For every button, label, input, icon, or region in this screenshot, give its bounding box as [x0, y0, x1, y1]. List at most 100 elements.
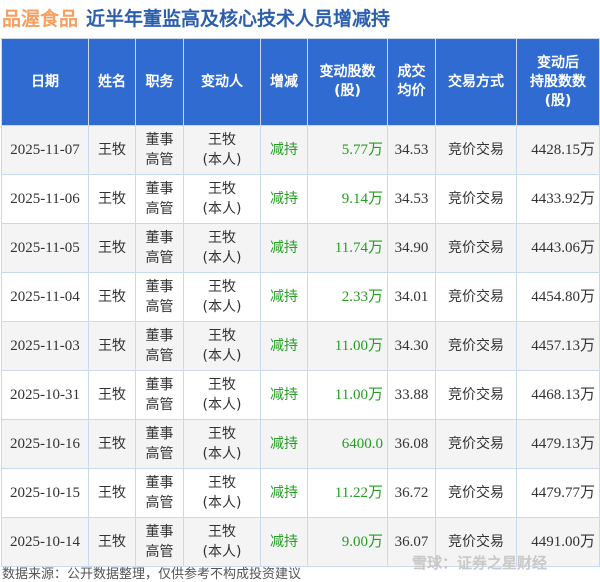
direction-cell: 减持	[260, 174, 308, 224]
column-header-line: 变动股数	[319, 64, 376, 80]
direction-cell: 减持	[260, 272, 308, 322]
watermark: 雪球：证券之星财经	[412, 554, 548, 572]
date-cell: 2025-11-06	[1, 174, 89, 224]
person-cell-line: (本人)	[202, 250, 242, 266]
role-cell-line: 董事	[145, 132, 174, 148]
person-cell: 王牧 (本人)	[183, 321, 261, 371]
title-text: 近半年董监高及核心技术人员增减持	[86, 8, 391, 30]
price-cell: 34.90	[387, 223, 436, 273]
date-cell: 2025-11-04	[1, 272, 89, 322]
person-cell: 王牧 (本人)	[183, 125, 261, 175]
role-cell-line: 高管	[145, 201, 174, 217]
price-cell: 36.08	[387, 419, 436, 469]
method-cell: 竞价交易	[435, 125, 517, 175]
role-cell-line: 董事	[145, 328, 174, 344]
price-cell: 33.88	[387, 370, 436, 420]
brand-name: 品渥食品	[2, 8, 79, 30]
price-cell: 34.01	[387, 272, 436, 322]
column-header: 姓名	[88, 38, 136, 126]
direction-cell: 减持	[260, 321, 308, 371]
table-row: 2025-10-15 王牧 董事 高管 王牧 (本人) 减持 11.22万 36.72 竞价交易 4…	[1, 468, 600, 518]
direction-cell: 减持	[260, 419, 308, 469]
method-cell: 竞价交易	[435, 419, 517, 469]
person-cell-line: 王牧	[208, 279, 236, 295]
date-cell: 2025-11-07	[1, 125, 89, 175]
role-cell: 董事 高管	[135, 174, 184, 224]
column-header: 日期	[1, 38, 89, 126]
person-cell-line: (本人)	[202, 201, 242, 217]
method-cell: 竞价交易	[435, 517, 517, 567]
role-cell: 董事 高管	[135, 517, 184, 567]
table-row: 2025-11-07 王牧 董事 高管 王牧 (本人) 减持 5.77万 34.53 竞价交易 44…	[1, 125, 600, 175]
role-cell-line: 高管	[145, 446, 174, 462]
name-cell: 王牧	[88, 321, 136, 371]
column-header-line: 变动后	[537, 54, 579, 71]
column-header-line: 职务	[145, 73, 174, 90]
method-cell: 竞价交易	[435, 174, 517, 224]
direction-cell: 减持	[260, 370, 308, 420]
person-cell: 王牧 (本人)	[183, 223, 261, 273]
direction-cell: 减持	[260, 125, 308, 175]
role-cell-line: 董事	[145, 475, 174, 491]
date-cell: 2025-10-15	[1, 468, 89, 518]
price-cell: 36.72	[387, 468, 436, 518]
shares-cell: 6400.0	[307, 419, 388, 469]
person-cell-line: 王牧	[208, 230, 236, 246]
method-cell: 竞价交易	[435, 321, 517, 371]
date-cell: 2025-10-16	[1, 419, 89, 469]
holdings-after-cell: 4479.77万	[516, 468, 600, 518]
shares-cell: 11.74万	[307, 223, 388, 273]
column-header: 交易方式	[435, 38, 517, 126]
person-cell-line: (本人)	[202, 348, 242, 364]
page-title: 品渥食品 近半年董监高及核心技术人员增减持	[2, 4, 390, 30]
role-cell: 董事 高管	[135, 321, 184, 371]
column-header-line: (股)	[544, 92, 572, 109]
holdings-after-cell: 4454.80万	[516, 272, 600, 322]
direction-cell: 减持	[260, 223, 308, 273]
holdings-after-cell: 4428.15万	[516, 125, 600, 175]
person-cell-line: (本人)	[202, 152, 242, 168]
holdings-after-cell: 4468.13万	[516, 370, 600, 420]
person-cell-line: 王牧	[208, 426, 236, 442]
holdings-after-cell: 4443.06万	[516, 223, 600, 273]
shares-cell: 9.14万	[307, 174, 388, 224]
date-cell: 2025-11-03	[1, 321, 89, 371]
person-cell: 王牧 (本人)	[183, 419, 261, 469]
date-cell: 2025-10-31	[1, 370, 89, 420]
person-cell: 王牧 (本人)	[183, 272, 261, 322]
person-cell: 王牧 (本人)	[183, 468, 261, 518]
role-cell-line: 董事	[145, 279, 174, 295]
name-cell: 王牧	[88, 517, 136, 567]
role-cell-line: 董事	[145, 230, 174, 246]
column-header-line: 变动人	[201, 73, 243, 90]
person-cell-line: 王牧	[208, 524, 236, 540]
column-header-line: 姓名	[98, 73, 126, 90]
holdings-after-cell: 4457.13万	[516, 321, 600, 371]
name-cell: 王牧	[88, 223, 136, 273]
column-header-line: 持股数数	[530, 73, 586, 90]
name-cell: 王牧	[88, 468, 136, 518]
role-cell: 董事 高管	[135, 370, 184, 420]
person-cell: 王牧 (本人)	[183, 370, 261, 420]
date-cell: 2025-10-14	[1, 517, 89, 567]
column-header-line: 日期	[31, 73, 59, 90]
role-cell-line: 高管	[145, 152, 174, 168]
role-cell: 董事 高管	[135, 272, 184, 322]
holdings-after-cell: 4479.13万	[516, 419, 600, 469]
column-header: 变动股数 (股)	[307, 38, 388, 126]
name-cell: 王牧	[88, 174, 136, 224]
column-header-line: 成交	[397, 64, 426, 80]
column-header-line: (股)	[334, 83, 361, 99]
role-cell: 董事 高管	[135, 125, 184, 175]
shares-cell: 11.00万	[307, 370, 388, 420]
column-header-line: 增减	[270, 73, 298, 90]
person-cell-line: 王牧	[208, 328, 236, 344]
method-cell: 竞价交易	[435, 272, 517, 322]
column-header-line: 交易方式	[448, 73, 504, 90]
column-header: 增减	[260, 38, 308, 126]
role-cell: 董事 高管	[135, 223, 184, 273]
direction-cell: 减持	[260, 468, 308, 518]
table-row: 2025-11-04 王牧 董事 高管 王牧 (本人) 减持 2.33万 34.01 竞价交易 44…	[1, 272, 600, 322]
role-cell-line: 高管	[145, 348, 174, 364]
person-cell-line: 王牧	[208, 132, 236, 148]
